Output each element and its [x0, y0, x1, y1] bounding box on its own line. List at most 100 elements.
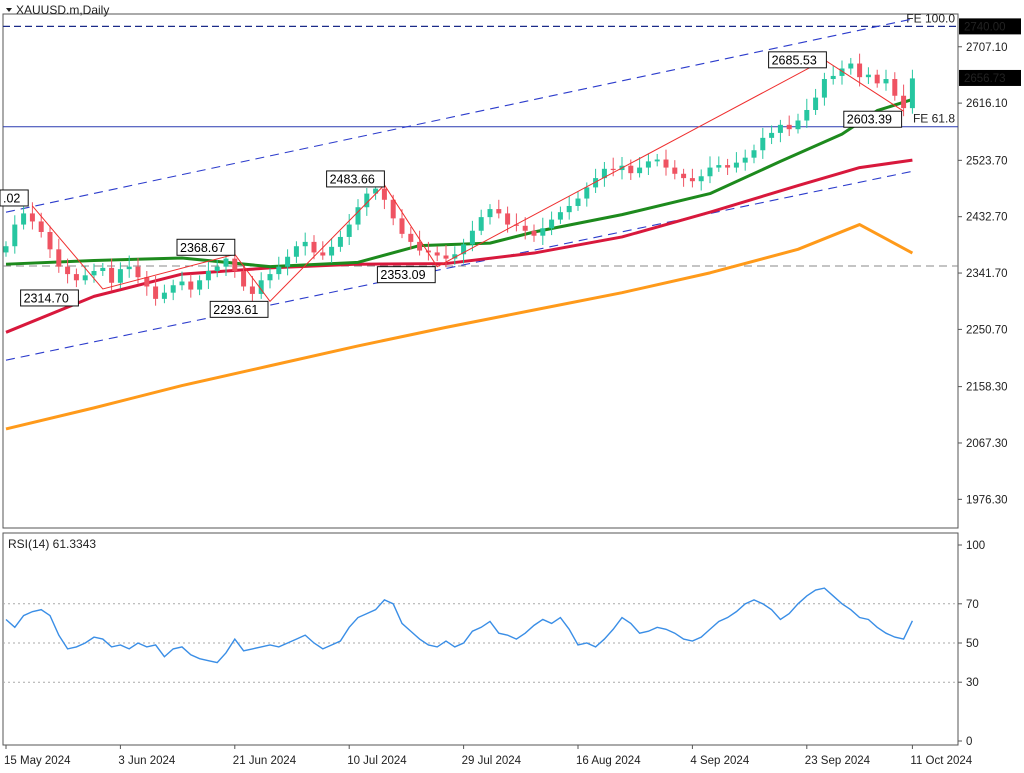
candle-body — [830, 75, 836, 80]
time-tick-label: 3 Jun 2024 — [118, 755, 176, 767]
level-layer: FE 100.0 FE 61.8 — [3, 11, 958, 267]
time-tick-label: 16 Aug 2024 — [576, 755, 641, 767]
candle-body — [390, 199, 396, 219]
price-tick-label: 1976.30 — [966, 494, 1008, 506]
candle-body — [320, 252, 326, 256]
current-price-tag — [959, 69, 1021, 86]
candle-body — [681, 173, 687, 179]
candle-body — [883, 79, 889, 84]
ema-green-line — [5, 98, 913, 269]
candle-body — [637, 167, 643, 174]
candle-body — [241, 271, 247, 287]
rsi-tick-label: 0 — [966, 736, 972, 748]
candle-body — [689, 178, 695, 182]
candle-body — [425, 250, 431, 253]
candle-body — [408, 233, 414, 242]
candle-body — [892, 79, 898, 96]
price-label-text: .02 — [3, 191, 20, 205]
candle-body — [223, 258, 229, 267]
chart-title[interactable]: XAUUSD.m,Daily — [6, 3, 109, 17]
candle-body — [38, 221, 44, 232]
candle-body — [179, 281, 185, 286]
candle-body — [593, 178, 599, 188]
price-label-text: 2293.61 — [213, 303, 258, 317]
time-tick-label: 21 Jun 2024 — [233, 755, 297, 767]
candle-body — [117, 269, 123, 283]
price-tick-label: 2158.30 — [966, 382, 1008, 394]
candle-body — [452, 254, 458, 259]
candle-body — [522, 225, 528, 231]
candle-body — [760, 137, 766, 151]
price-label-text: 2483.66 — [330, 172, 375, 186]
current-price-text: 2656.73 — [964, 73, 1006, 85]
candle-body — [364, 193, 370, 208]
rsi-title: RSI(14) 61.3343 — [8, 537, 96, 551]
price-label-box — [176, 238, 236, 256]
candle-body — [47, 231, 53, 250]
price-label-box — [843, 110, 903, 128]
ema-orange-line — [5, 223, 914, 431]
zigzag-layer — [32, 59, 904, 303]
candle-body — [909, 78, 915, 109]
fe-100-label: FE 100.0 — [906, 11, 955, 25]
candle-body — [487, 209, 493, 218]
candle-body — [654, 159, 660, 162]
candle-body — [293, 246, 299, 257]
candle-body — [258, 280, 264, 294]
candle-body — [267, 274, 273, 281]
price-label-box — [0, 189, 29, 207]
candle-body — [628, 165, 634, 174]
candle-body — [311, 241, 317, 253]
price-label-layer: .02 2314.70 2368.67 2293.61 2483.66 2353.09 26… — [0, 51, 903, 318]
price-label-text: 2314.70 — [24, 291, 69, 305]
candle-body — [285, 256, 291, 267]
candle-body — [672, 167, 678, 174]
channel-layer — [5, 18, 913, 361]
candle-body — [3, 246, 9, 253]
candle-body — [769, 132, 775, 138]
candle-body — [469, 230, 475, 245]
candle-body — [381, 188, 387, 200]
candle-body — [742, 157, 748, 163]
price-tick-label: 2341.70 — [966, 268, 1008, 280]
fe-61-8-label: FE 61.8 — [913, 112, 955, 126]
rsi-layer: 100 70 50 30 0 — [3, 540, 985, 748]
rsi-tick-label: 100 — [966, 540, 985, 552]
candle-body — [698, 176, 704, 182]
candle-body — [461, 244, 467, 255]
candle-body — [777, 124, 783, 133]
price-tick-label: 2432.70 — [966, 212, 1008, 224]
candle-body — [188, 281, 194, 290]
dropdown-arrow-icon[interactable] — [6, 8, 12, 12]
rsi-tick-label: 50 — [966, 638, 979, 650]
price-label-text: 2368.67 — [180, 241, 225, 255]
candle-body — [813, 97, 819, 110]
price-label-box — [768, 51, 827, 69]
candle-body — [601, 168, 607, 179]
candle-body — [540, 228, 546, 236]
candle-body — [443, 255, 449, 259]
price-label-text: 2353.09 — [380, 268, 425, 282]
candle-body — [505, 213, 511, 225]
candle-body — [874, 74, 880, 84]
candle-body — [337, 236, 343, 247]
candle-body — [610, 168, 616, 171]
channel-upper-line — [5, 18, 913, 213]
candle-body — [663, 159, 669, 168]
price-tick-label: 2250.70 — [966, 324, 1008, 336]
time-axis[interactable]: 15 May 2024 3 Jun 2024 21 Jun 2024 10 Jul 2… — [4, 745, 973, 767]
time-tick-label: 15 May 2024 — [4, 755, 71, 767]
zigzag-line — [32, 59, 904, 303]
candle-body — [249, 286, 255, 294]
price-axis[interactable]: 2707.10 2616.10 2523.70 2432.70 2341.70 2250.… — [958, 18, 1021, 506]
candle-body — [725, 165, 731, 168]
symbol-title: XAUUSD.m,Daily — [16, 3, 109, 17]
candle-body — [821, 79, 827, 98]
candle-body — [12, 224, 18, 247]
price-tick-label: 2707.10 — [966, 42, 1008, 54]
price-label-text: 2603.39 — [847, 113, 892, 127]
candle-body — [214, 266, 220, 271]
candle-body — [82, 275, 88, 281]
candle-body — [100, 267, 106, 271]
